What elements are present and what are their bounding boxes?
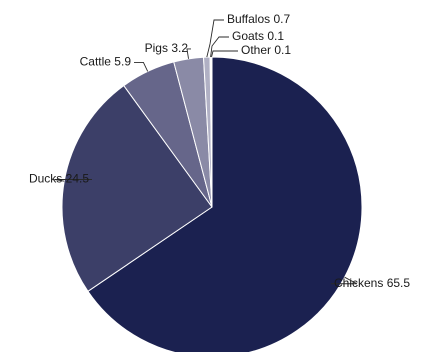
- leader-line-buffalos: [206, 19, 224, 58]
- leader-line-pigs: [186, 48, 191, 59]
- leader-line-goats: [210, 36, 229, 58]
- leader-line-cattle: [134, 61, 149, 72]
- slice-labels: Chickens 65.5 Ducks 24.5 Cattle 5.9 Pigs 3.…: [29, 12, 410, 290]
- leader-line-chickens: [331, 276, 358, 285]
- slice-label-ducks: Ducks 24.5: [29, 172, 89, 186]
- slice-label-goats: Goats 0.1: [232, 29, 284, 43]
- slice-label-cattle: Cattle 5.9: [80, 55, 132, 69]
- leader-line-ducks: [54, 179, 92, 182]
- pie-slices: [61, 56, 363, 352]
- leader-line-other: [211, 50, 238, 58]
- slice-label-other: Other 0.1: [241, 43, 291, 57]
- slice-label-buffalos: Buffalos 0.7: [227, 12, 290, 26]
- pie-slice-ducks: [61, 84, 213, 293]
- slice-label-chickens: Chickens 65.5: [334, 276, 410, 290]
- pie-slice-chickens: [87, 56, 363, 352]
- leader-lines: [54, 19, 358, 285]
- slice-label-pigs: Pigs 3.2: [145, 41, 189, 55]
